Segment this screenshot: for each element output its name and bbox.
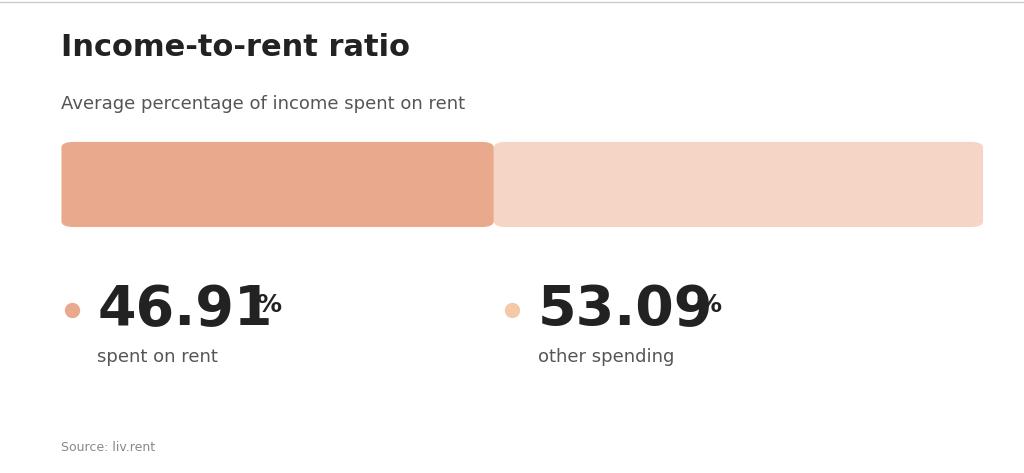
Text: 53.09: 53.09	[538, 283, 713, 337]
Text: spent on rent: spent on rent	[97, 348, 218, 366]
Text: other spending: other spending	[538, 348, 674, 366]
Text: Average percentage of income spent on rent: Average percentage of income spent on re…	[61, 95, 466, 113]
Text: Source: liv.rent: Source: liv.rent	[61, 441, 156, 454]
Text: Income-to-rent ratio: Income-to-rent ratio	[61, 33, 411, 62]
Text: %: %	[696, 293, 721, 317]
FancyBboxPatch shape	[494, 142, 983, 227]
Text: 46.91: 46.91	[97, 283, 272, 337]
FancyBboxPatch shape	[61, 142, 494, 227]
Text: %: %	[256, 293, 281, 317]
